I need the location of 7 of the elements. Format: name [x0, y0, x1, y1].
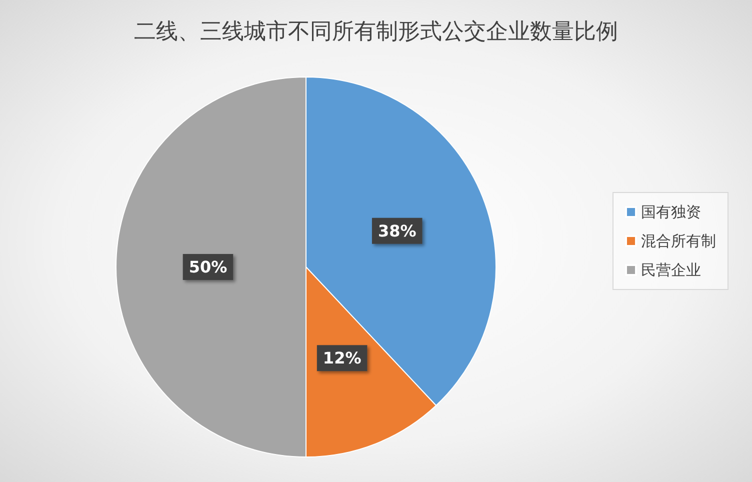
data-label: 38% — [378, 221, 416, 240]
chart-title: 二线、三线城市不同所有制形式公交企业数量比例 — [134, 20, 618, 44]
legend-label: 民营企业 — [641, 261, 701, 279]
data-label: 12% — [322, 348, 362, 368]
data-label: 50% — [188, 258, 228, 276]
legend-label: 混合所有制 — [641, 232, 716, 250]
legend-label: 国有独资 — [641, 203, 701, 221]
